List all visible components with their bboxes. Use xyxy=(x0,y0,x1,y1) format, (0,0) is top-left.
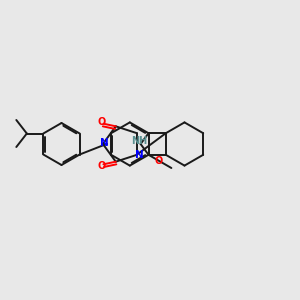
Text: NH: NH xyxy=(131,136,147,146)
Text: O: O xyxy=(98,117,106,127)
Text: N: N xyxy=(135,150,144,160)
Text: O: O xyxy=(98,161,106,171)
Text: N: N xyxy=(100,138,109,148)
Text: O: O xyxy=(154,155,163,166)
